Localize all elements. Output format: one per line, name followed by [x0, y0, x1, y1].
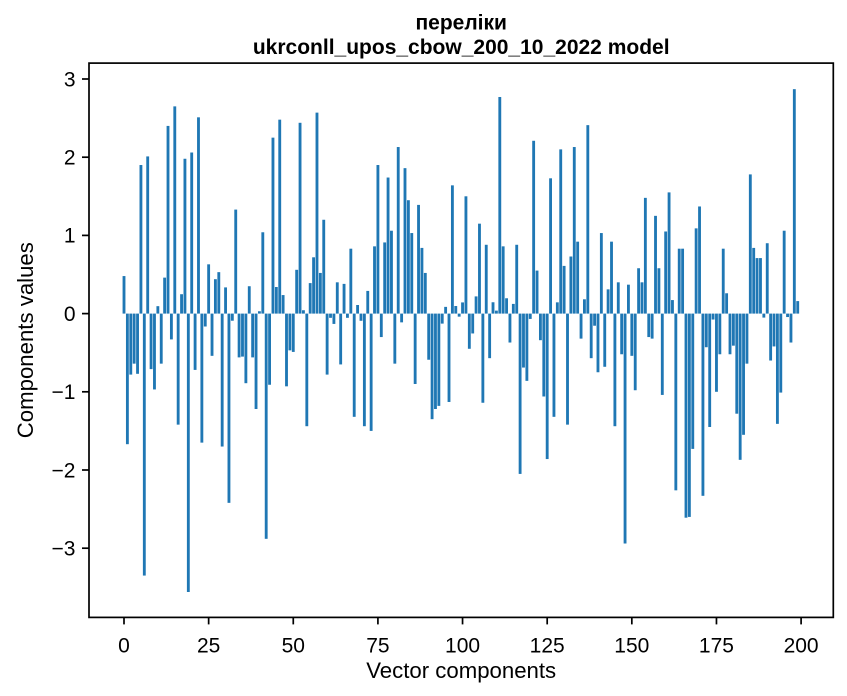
- svg-text:−2: −2: [52, 459, 76, 482]
- svg-text:Vector components: Vector components: [366, 658, 556, 683]
- svg-text:0: 0: [118, 635, 130, 658]
- svg-text:125: 125: [530, 635, 565, 658]
- svg-text:переліки: переліки: [415, 12, 506, 35]
- svg-text:ukrconll_upos_cbow_200_10_2022: ukrconll_upos_cbow_200_10_2022 model: [253, 36, 670, 59]
- svg-text:150: 150: [614, 635, 649, 658]
- svg-text:1: 1: [64, 225, 76, 248]
- svg-text:2: 2: [64, 147, 76, 170]
- svg-text:200: 200: [784, 635, 819, 658]
- svg-text:100: 100: [445, 635, 480, 658]
- svg-text:−1: −1: [52, 381, 76, 404]
- svg-text:−3: −3: [52, 538, 76, 561]
- svg-text:50: 50: [282, 635, 305, 658]
- svg-text:0: 0: [64, 303, 76, 326]
- svg-text:175: 175: [699, 635, 734, 658]
- svg-text:3: 3: [64, 68, 76, 91]
- svg-text:Components values: Components values: [13, 242, 38, 438]
- svg-text:25: 25: [197, 635, 220, 658]
- svg-text:75: 75: [366, 635, 389, 658]
